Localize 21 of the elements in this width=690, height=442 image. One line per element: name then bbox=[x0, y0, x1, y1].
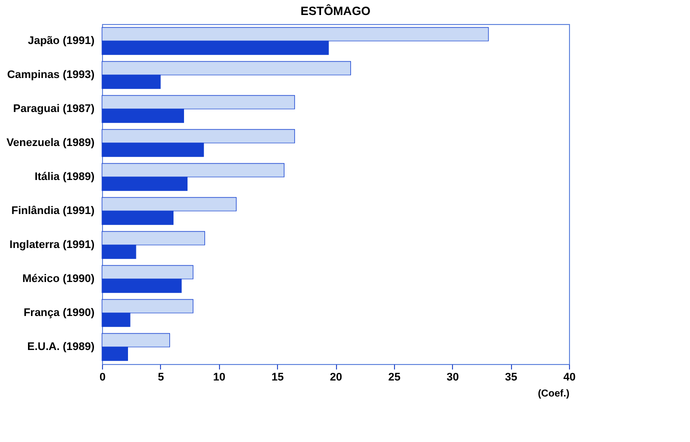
y-tick-label: Inglaterra (1991) bbox=[10, 239, 95, 251]
y-tick-label: Itália (1989) bbox=[34, 171, 95, 183]
x-tick-label: 20 bbox=[330, 372, 342, 384]
x-tick-label: 15 bbox=[272, 372, 284, 384]
y-tick-label: Japão (1991) bbox=[28, 35, 95, 47]
x-tick-label: 0 bbox=[99, 372, 106, 384]
y-tick-label: E.U.A. (1989) bbox=[27, 341, 95, 353]
chart-title: ESTÔMAGO bbox=[300, 4, 371, 18]
y-tick-label: Finlândia (1991) bbox=[11, 205, 95, 217]
x-tick-label: 30 bbox=[446, 372, 459, 384]
y-tick-label: México (1990) bbox=[22, 273, 95, 285]
y-tick-label: França (1990) bbox=[24, 307, 95, 319]
x-tick-label: 5 bbox=[158, 372, 164, 384]
x-axis-title: (Coef.) bbox=[538, 388, 570, 400]
x-tick-label: 35 bbox=[505, 372, 518, 384]
x-tick-label: 25 bbox=[388, 372, 400, 384]
x-tick-label: 40 bbox=[563, 372, 576, 384]
y-tick-label: Campinas (1993) bbox=[7, 69, 95, 81]
y-tick-label: Venezuela (1989) bbox=[6, 137, 95, 149]
y-tick-label: Paraguai (1987) bbox=[13, 103, 95, 115]
x-tick-label: 10 bbox=[213, 372, 226, 384]
